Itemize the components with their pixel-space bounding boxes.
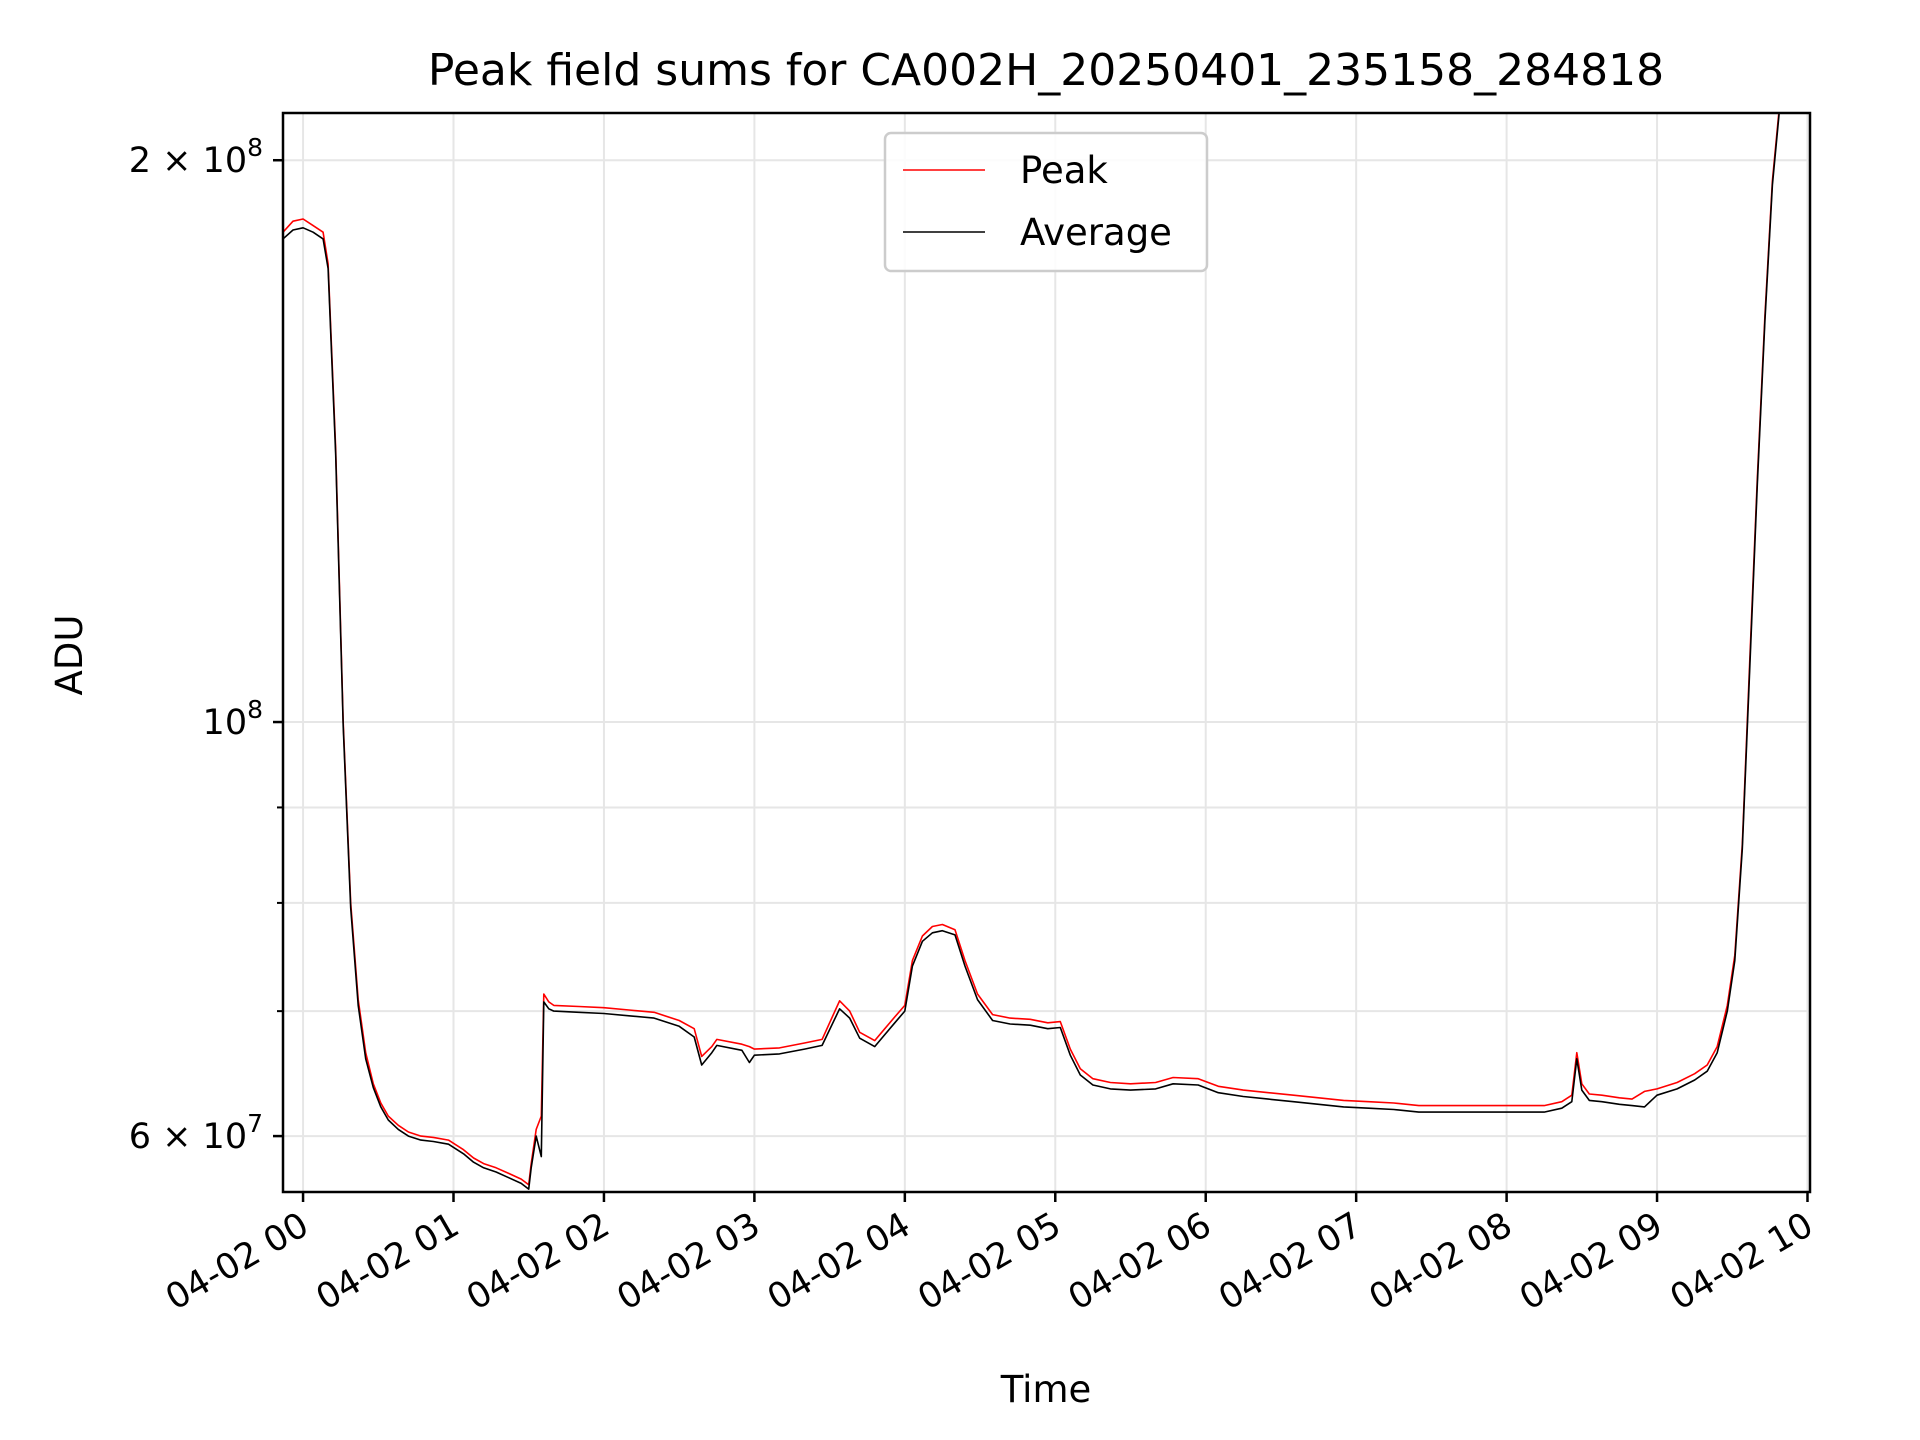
legend-label-average: Average: [1020, 211, 1172, 254]
y-axis-label: ADU: [48, 615, 91, 696]
legend-box: [883, 131, 1209, 273]
series-line-average: [283, 113, 1780, 1190]
y-tick-label: 6 × 107: [129, 1109, 263, 1157]
y-tick-label: 108: [203, 695, 263, 743]
chart-title: Peak field sums for CA002H_20250401_2351…: [428, 45, 1664, 96]
series-line-peak: [283, 113, 1780, 1186]
series-lines: [283, 113, 1780, 1190]
y-tick-label: 2 × 108: [129, 133, 263, 181]
legend: Peak Average: [883, 131, 1209, 273]
x-axis-label: Time: [1000, 1368, 1092, 1411]
legend-label-peak: Peak: [1020, 149, 1108, 192]
plot-frame: [281, 111, 1812, 1194]
